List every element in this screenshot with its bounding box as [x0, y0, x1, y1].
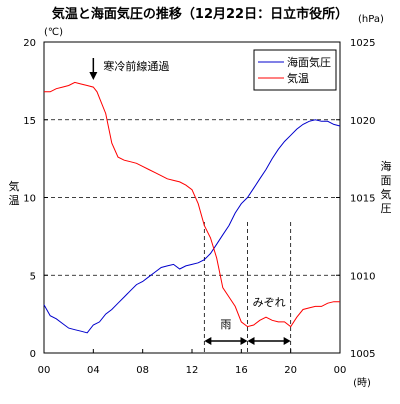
grid-layer [44, 119, 340, 276]
left-axis-label: 気温 [9, 179, 20, 207]
rain-label: 雨 [220, 318, 231, 331]
left-tick-label: 10 [23, 194, 36, 205]
right-tick-label: 1010 [350, 271, 375, 282]
left-tick-label: 20 [23, 38, 36, 49]
legend: 海面気圧 気温 [253, 49, 337, 91]
axis-label-char: 面 [381, 174, 392, 187]
left-tick-label: 5 [30, 271, 36, 282]
chart-title: 気温と海面気圧の推移（12月22日：日立市役所） [52, 6, 348, 22]
right-tick-label: 1020 [350, 116, 375, 127]
cold-front-arrow-head [89, 72, 98, 80]
series-layer [43, 81, 341, 334]
x-tick-label: 04 [87, 365, 100, 376]
left-tick-label: 15 [23, 116, 36, 127]
x-tick-label: 16 [235, 365, 248, 376]
sleet-arrow-head-right [283, 337, 291, 345]
sleet-label: みぞれ [253, 296, 286, 309]
right-unit-label: (hPa) [358, 14, 384, 25]
right-axis-label: 海面気圧 [381, 159, 392, 215]
left-unit-label: (℃) [44, 27, 63, 38]
right-tick-label: 1025 [350, 38, 375, 49]
axis-label-char: 圧 [381, 202, 392, 215]
legend-label-temperature: 気温 [287, 71, 309, 85]
right-tick-label: 1005 [350, 349, 375, 360]
x-tick-label: 00 [38, 365, 51, 376]
x-tick-label: 00 [334, 365, 347, 376]
series-line-temperature [44, 81, 340, 328]
right-tick-label: 1015 [350, 194, 375, 205]
x-tick-label: 12 [186, 365, 199, 376]
x-axis-unit-label: (時) [353, 377, 371, 389]
legend-label-pressure: 海面気圧 [287, 55, 331, 69]
cold-front-label: 寒冷前線通過 [103, 59, 169, 73]
axis-label-char: 温 [9, 194, 20, 207]
series-line-pressure [43, 119, 341, 334]
rain-arrow-head-left [204, 337, 212, 345]
legend-box [253, 49, 337, 91]
axis-label-char: 海 [381, 159, 392, 173]
rain-arrow-head-right [240, 337, 248, 345]
x-tick-label: 20 [284, 365, 297, 376]
axis-label-char: 気 [381, 187, 392, 201]
left-tick-label: 0 [30, 349, 36, 360]
sleet-arrow-head-left [247, 337, 255, 345]
axis-label-char: 気 [9, 179, 20, 193]
x-tick-label: 08 [136, 365, 149, 376]
